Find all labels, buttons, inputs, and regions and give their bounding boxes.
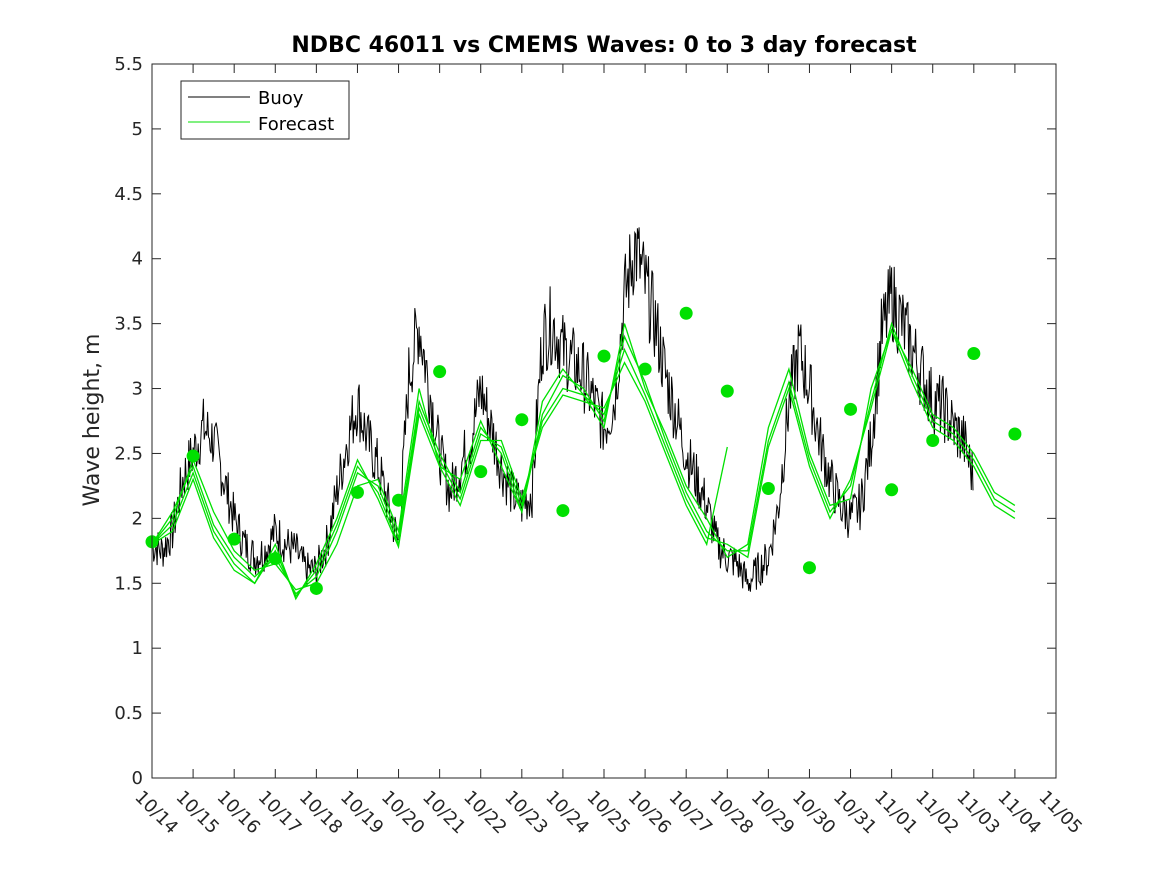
forecast-line-3: [151, 328, 1016, 598]
forecast-marker: [392, 493, 406, 507]
forecast-marker: [350, 485, 364, 499]
chart-title: NDBC 46011 vs CMEMS Waves: 0 to 3 day fo…: [291, 33, 917, 58]
y-tick-label: 1: [132, 638, 143, 659]
y-tick-label: 2: [132, 508, 143, 529]
x-tick-label: 11/05: [1034, 787, 1086, 839]
forecast-marker: [556, 504, 570, 518]
x-tick-label: 11/04: [993, 787, 1045, 839]
y-tick-label: 4: [132, 249, 143, 270]
legend-forecast-label: Forecast: [258, 114, 334, 135]
x-tick-label: 10/25: [582, 787, 634, 839]
y-tick-label: 0.5: [114, 703, 143, 724]
y-tick-label: 3: [132, 379, 143, 400]
plot-area: [145, 63, 1057, 779]
x-tick-label: 10/16: [213, 787, 265, 839]
x-tick-label: 10/22: [459, 787, 511, 839]
x-tick-label: 10/28: [706, 787, 758, 839]
forecast-marker: [1008, 427, 1022, 441]
forecast-marker: [802, 561, 816, 575]
forecast-marker: [186, 449, 200, 463]
forecast-marker: [309, 581, 323, 595]
y-tick-label: 1.5: [114, 573, 143, 594]
x-tick-label: 10/29: [747, 787, 799, 839]
y-tick-label: 0: [132, 768, 143, 789]
x-tick-label: 11/02: [911, 787, 963, 839]
x-tick-label: 10/15: [172, 787, 224, 839]
forecast-marker: [227, 532, 241, 546]
y-tick-label: 5.5: [114, 54, 143, 75]
x-tick-label: 10/31: [829, 787, 881, 839]
legend-buoy-label: Buoy: [258, 88, 304, 109]
forecast-marker: [720, 384, 734, 398]
forecast-marker: [926, 433, 940, 447]
forecast-marker: [761, 482, 775, 496]
x-tick-label: 10/18: [295, 787, 347, 839]
x-tick-label: 10/17: [254, 787, 306, 839]
x-tick-label: 10/14: [130, 787, 182, 839]
forecast-marker: [474, 465, 488, 479]
x-tick-label: 11/03: [952, 787, 1004, 839]
x-tick-label: 10/27: [665, 787, 717, 839]
y-axis-label: Wave height, m: [80, 334, 105, 507]
forecast-line-4: [151, 361, 728, 601]
forecast-marker: [433, 365, 447, 379]
forecast-marker: [515, 413, 529, 427]
forecast-marker: [268, 552, 282, 566]
y-axis-ticks: 0 0.5 1 1.5 2 2.5 3 3.5 4 4.5 5 5.5: [114, 54, 1056, 789]
forecast-marker: [885, 483, 899, 497]
forecast-marker: [638, 362, 652, 376]
forecast-marker: [597, 349, 611, 363]
forecast-marker: [679, 306, 693, 320]
legend: Buoy Forecast: [180, 80, 350, 140]
y-tick-label: 5: [132, 119, 143, 140]
forecast-line-2: [151, 321, 1016, 595]
forecast-marker: [967, 346, 981, 360]
legend-box: [180, 80, 350, 140]
x-tick-label: 10/30: [788, 787, 840, 839]
x-tick-label: 10/26: [624, 787, 676, 839]
y-tick-label: 2.5: [114, 443, 143, 464]
y-tick-label: 4.5: [114, 184, 143, 205]
x-tick-label: 10/23: [500, 787, 552, 839]
x-tick-label: 10/20: [377, 787, 429, 839]
x-tick-label: 10/19: [336, 787, 388, 839]
x-tick-label: 10/24: [541, 787, 593, 839]
buoy-line: [151, 227, 974, 592]
x-tick-label: 10/21: [418, 787, 470, 839]
x-tick-label: 11/01: [870, 787, 922, 839]
y-tick-label: 3.5: [114, 314, 143, 335]
forecast-marker: [844, 402, 858, 416]
